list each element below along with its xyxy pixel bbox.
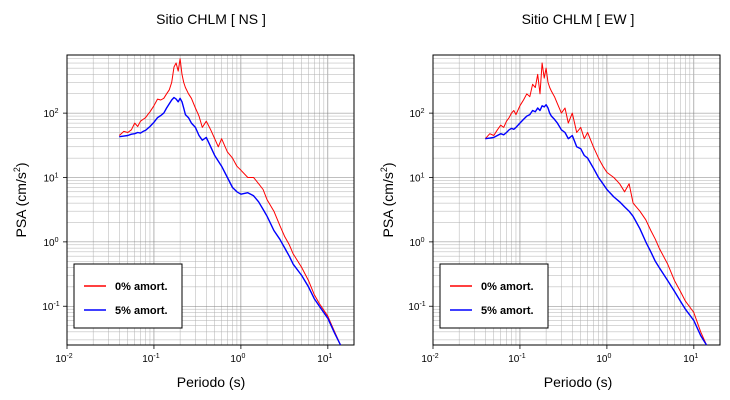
- x-tick-label: 100: [596, 353, 611, 365]
- legend: 0% amort. 5% amort.: [73, 263, 183, 329]
- legend-box: [439, 263, 549, 329]
- series-line-1: [485, 103, 708, 346]
- chart-ew: Sitio CHLM [ EW ] 10-2 10-1 100 10110-11001…: [379, 11, 721, 390]
- legend: 0% amort. 5% amort.: [439, 263, 549, 329]
- series-line-1: [119, 96, 342, 346]
- chart-title: Sitio CHLM [ NS ]: [156, 11, 266, 27]
- x-tick-label: 10-2: [421, 353, 438, 365]
- y-axis-label: PSA (cm/s2): [379, 162, 396, 237]
- legend-label-0: 0% amort.: [115, 281, 168, 293]
- y-tick-label: 101: [409, 173, 424, 185]
- x-tick-label: 101: [683, 353, 698, 365]
- x-tick-label: 101: [317, 353, 332, 365]
- y-tick-label: 10-1: [42, 301, 59, 313]
- y-axis-label-sup: 2: [379, 167, 389, 172]
- ticks: 10-2 10-1 100 101 10-1 100 101 102: [42, 108, 332, 365]
- x-axis-label: Periodo (s): [177, 374, 245, 390]
- series-group: [484, 62, 708, 346]
- y-tick-label: 102: [43, 108, 58, 120]
- x-tick-label: 10-1: [142, 353, 159, 365]
- x-tick-label: 10-2: [55, 353, 72, 365]
- y-axis-label-close: ): [380, 162, 396, 167]
- chart-title: Sitio CHLM [ EW ]: [522, 11, 635, 27]
- y-tick-label: 100: [409, 237, 424, 249]
- y-axis-label-main: PSA (cm/s: [380, 172, 396, 237]
- y-tick-label: 102: [409, 108, 424, 120]
- y-axis-label-main: PSA (cm/s: [13, 172, 29, 237]
- series-line-0: [118, 58, 341, 346]
- x-tick-label: 10-1: [508, 353, 525, 365]
- plot-frame: [66, 54, 355, 346]
- legend-label-1: 5% amort.: [115, 305, 168, 317]
- legend-label-1: 5% amort.: [481, 305, 534, 317]
- y-tick-label: 101: [43, 173, 58, 185]
- legend-label-0: 0% amort.: [481, 281, 534, 293]
- x-tick-label: 100: [230, 353, 245, 365]
- plot-frame: [432, 54, 721, 346]
- x-axis-label: Periodo (s): [544, 374, 612, 390]
- legend-box: [73, 263, 183, 329]
- y-axis-label-close: ): [13, 162, 29, 167]
- y-tick-label: 10-1: [408, 301, 425, 313]
- y-axis-label-sup: 2: [12, 167, 22, 172]
- chart-ns: Sitio CHLM [ NS ] 10-2 10-1 100 10110-11001…: [12, 11, 355, 390]
- series-line-0: [484, 62, 707, 346]
- y-tick-label: 100: [43, 237, 58, 249]
- series-group: [118, 58, 342, 346]
- ticks: 10-2 10-1 100 101 10-1 100 101 102: [408, 108, 698, 365]
- y-axis-label: PSA (cm/s2): [12, 162, 29, 237]
